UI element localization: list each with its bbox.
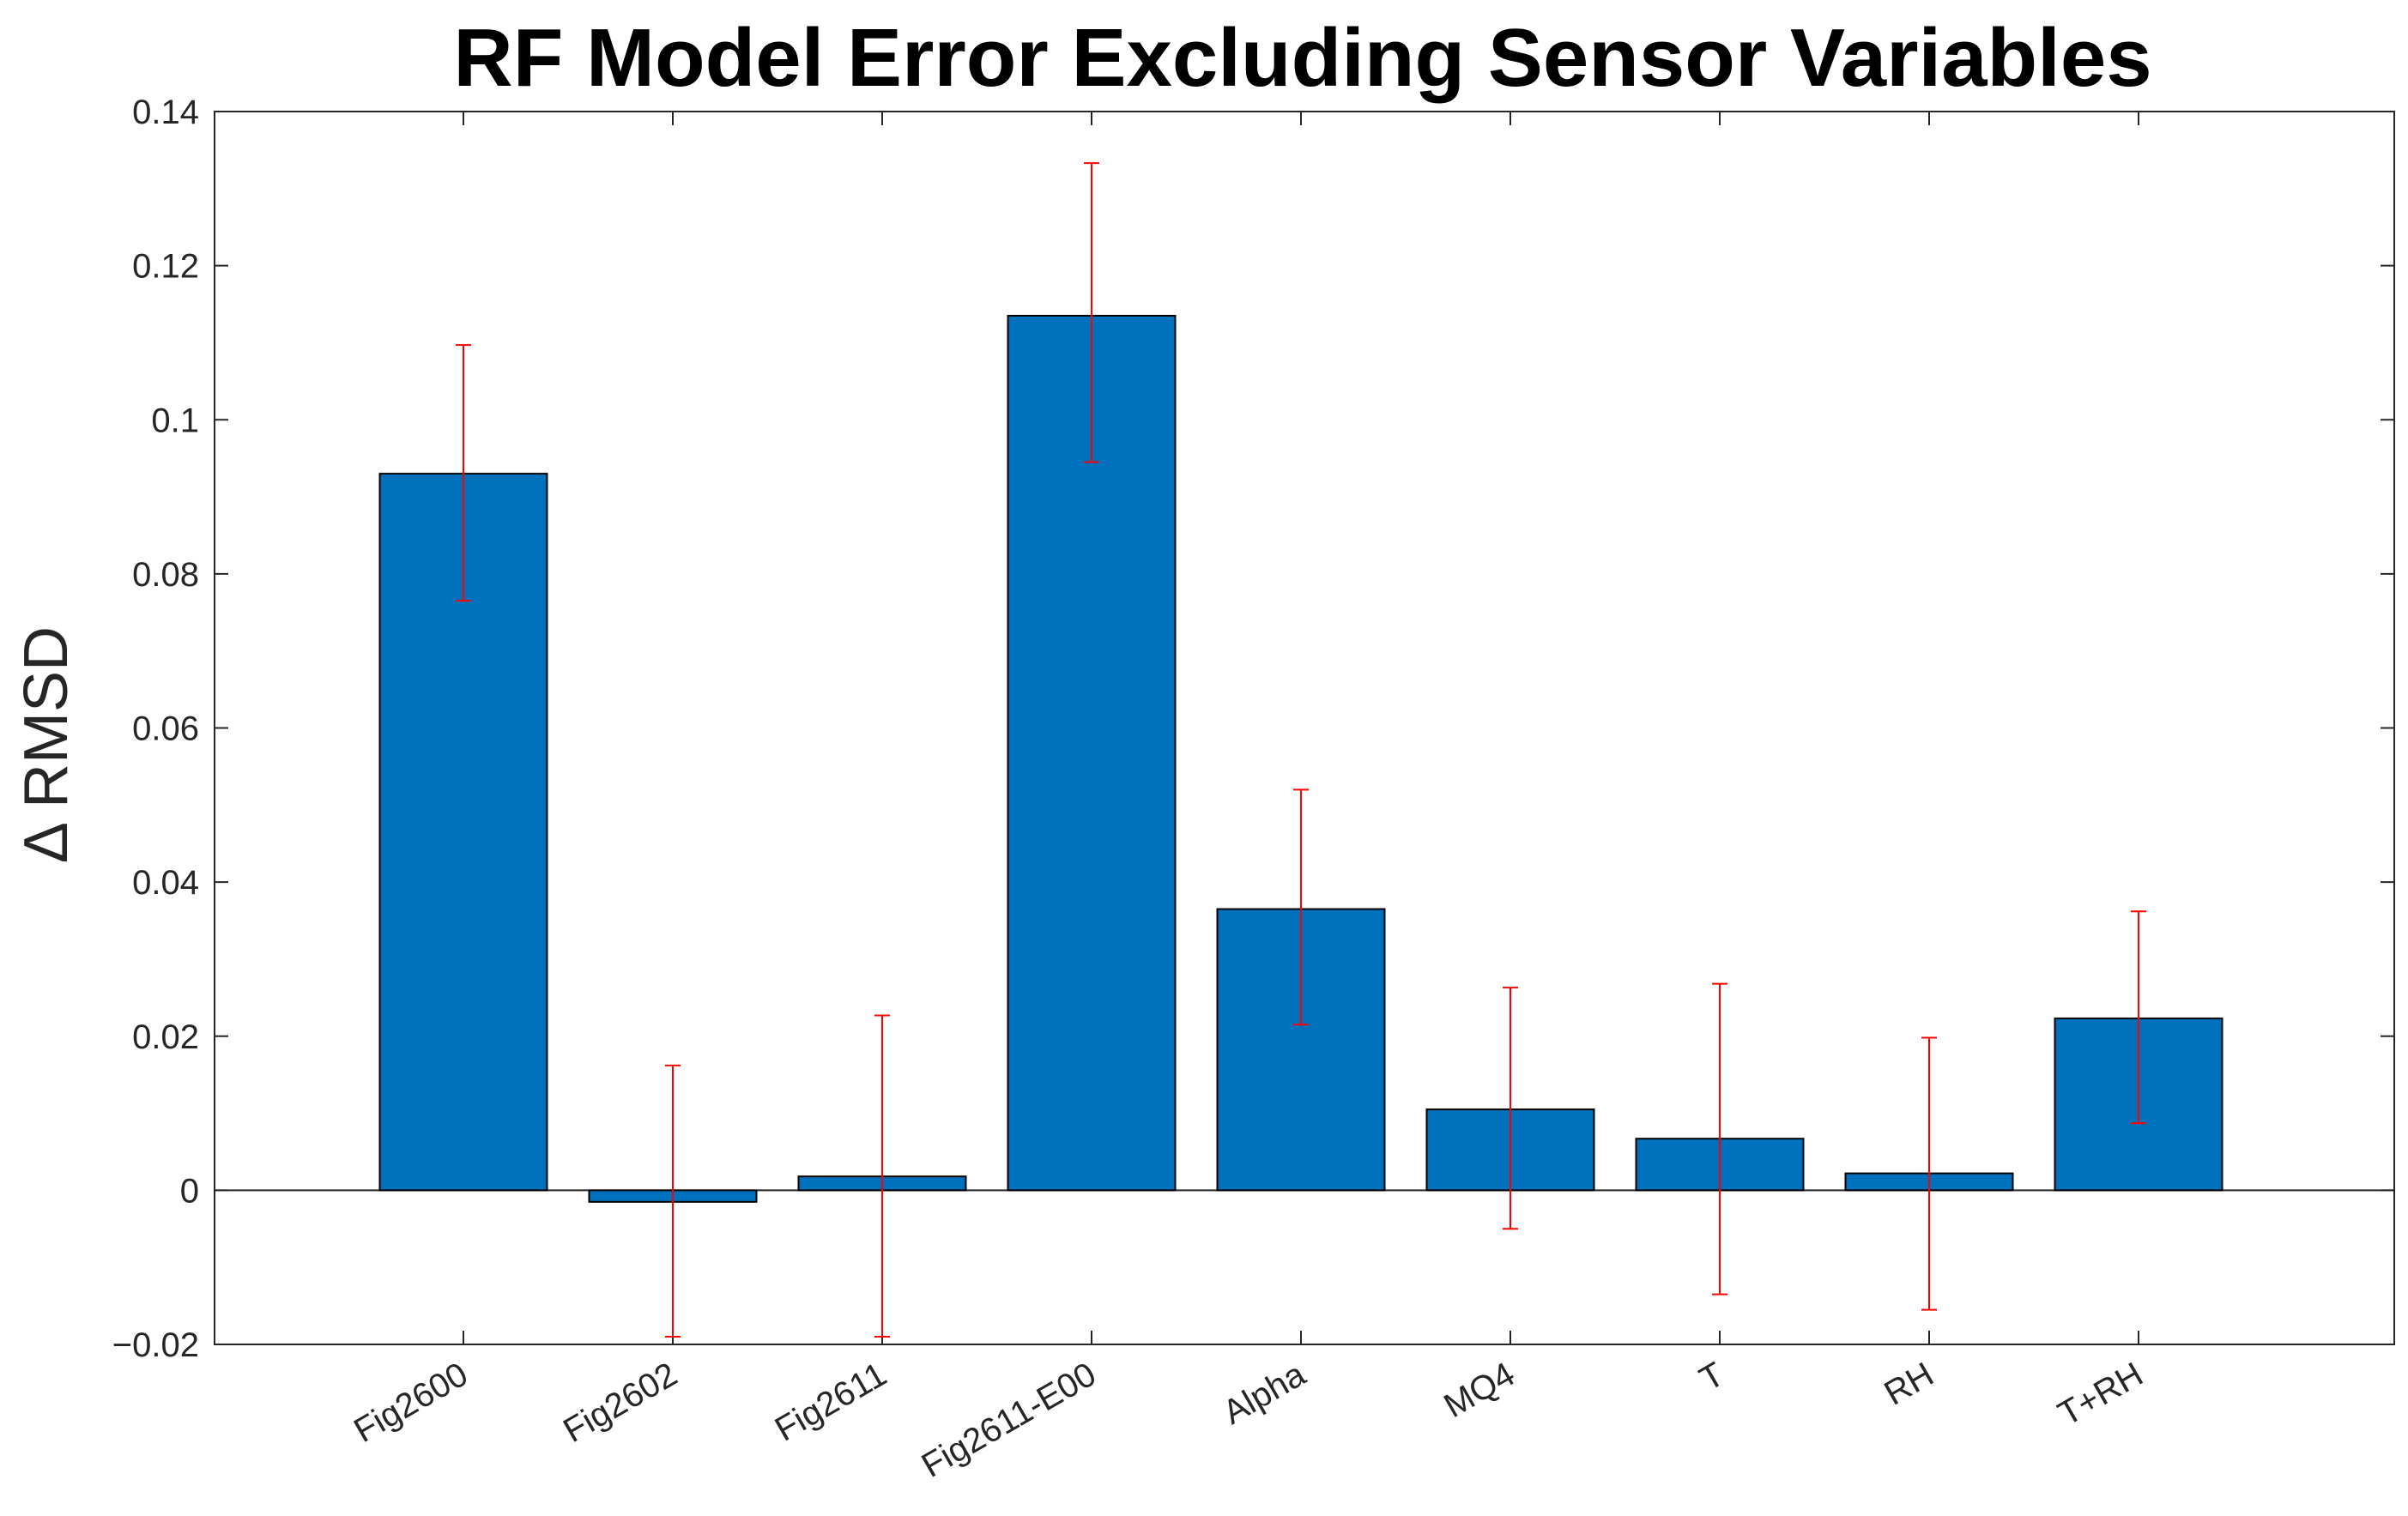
x-tick-label: T xyxy=(1693,1356,1730,1398)
y-tick-label: −0.02 xyxy=(112,1326,199,1364)
y-tick-label: 0.12 xyxy=(132,248,199,286)
y-axis-label: Δ RMSD xyxy=(12,626,81,863)
x-tick-label: Alpha xyxy=(1217,1355,1312,1432)
x-tick-label: Fig2600 xyxy=(348,1356,474,1450)
y-tick-label: 0.06 xyxy=(132,710,199,748)
x-tick-label: T+RH xyxy=(2052,1356,2149,1434)
y-tick-label: 0.14 xyxy=(132,94,199,131)
plot-area: −0.02 0 0.02 0.04 0.06 0.08 0.1 0.12 0.14 Fig2600… xyxy=(112,94,2395,1485)
y-tick-label: 0.04 xyxy=(132,864,199,902)
x-tick-label: Fig2602 xyxy=(557,1356,683,1450)
chart-title: RF Model Error Excluding Sensor Variable… xyxy=(453,12,2151,104)
x-tick-label: MQ4 xyxy=(1437,1356,1521,1425)
x-tick-label: Fig2611 xyxy=(769,1356,893,1449)
y-tick-label: 0 xyxy=(180,1172,199,1210)
x-tick-label: RH xyxy=(1878,1356,1939,1413)
x-tick-label: Fig2611-E00 xyxy=(916,1356,1103,1485)
y-tick-label: 0.08 xyxy=(132,556,199,594)
y-tick-label: 0.1 xyxy=(151,402,199,439)
y-tick-label: 0.02 xyxy=(132,1018,199,1056)
